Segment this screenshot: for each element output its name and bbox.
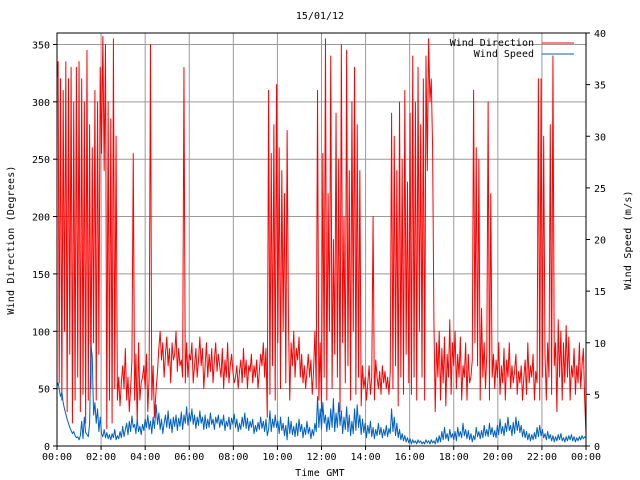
legend: Wind Direction Wind Speed: [450, 38, 574, 60]
labels-layer: 00:00 02:00 04:00 06:00 08:00 10:00 12:00 14:00…: [32, 29, 606, 463]
x-tick-label: 22:00: [527, 452, 557, 463]
right-tick-label: 20: [594, 236, 606, 247]
x-tick-label: 00:00: [571, 452, 601, 463]
plot-frame: [56, 32, 587, 447]
x-tick-label: 12:00: [306, 452, 336, 463]
x-tick-label: 20:00: [483, 452, 513, 463]
left-tick-label: 100: [32, 327, 50, 338]
x-tick-label: 00:00: [42, 452, 72, 463]
x-tick-label: 14:00: [351, 452, 381, 463]
left-tick-label: 300: [32, 98, 50, 109]
left-tick-label: 50: [38, 385, 50, 396]
right-tick-label: 0: [594, 442, 600, 453]
legend-wind-direction-label: Wind Direction: [450, 38, 534, 49]
x-tick-label: 18:00: [439, 452, 469, 463]
left-tick-label: 350: [32, 40, 50, 51]
legend-wind-speed-label: Wind Speed: [474, 49, 534, 60]
right-tick-label: 40: [594, 29, 606, 40]
series-layer: [56, 35, 587, 445]
y-axis-left-label: Wind Direction (Degrees): [6, 165, 17, 314]
left-tick-label: 0: [44, 442, 50, 453]
left-tick-label: 250: [32, 155, 50, 166]
axes-layer: [53, 32, 590, 450]
x-tick-label: 06:00: [174, 452, 204, 463]
chart-title: 15/01/12: [296, 11, 344, 22]
right-tick-label: 10: [594, 339, 606, 350]
right-tick-label: 30: [594, 132, 606, 143]
x-tick-label: 02:00: [86, 452, 116, 463]
right-tick-label: 15: [594, 287, 606, 298]
x-tick-label: 16:00: [395, 452, 425, 463]
left-tick-label: 150: [32, 270, 50, 281]
right-tick-label: 25: [594, 184, 606, 195]
right-tick-label: 5: [594, 390, 600, 401]
x-tick-label: 10:00: [262, 452, 292, 463]
left-tick-label: 200: [32, 213, 50, 224]
x-tick-label: 04:00: [130, 452, 160, 463]
wind-direction-series-line: [56, 35, 587, 436]
x-axis-label: Time GMT: [295, 468, 345, 479]
y-axis-right-label: Wind Speed (m/s): [623, 190, 634, 290]
wind-speed-series-line: [56, 344, 587, 445]
right-tick-label: 35: [594, 81, 606, 92]
x-tick-label: 08:00: [218, 452, 248, 463]
